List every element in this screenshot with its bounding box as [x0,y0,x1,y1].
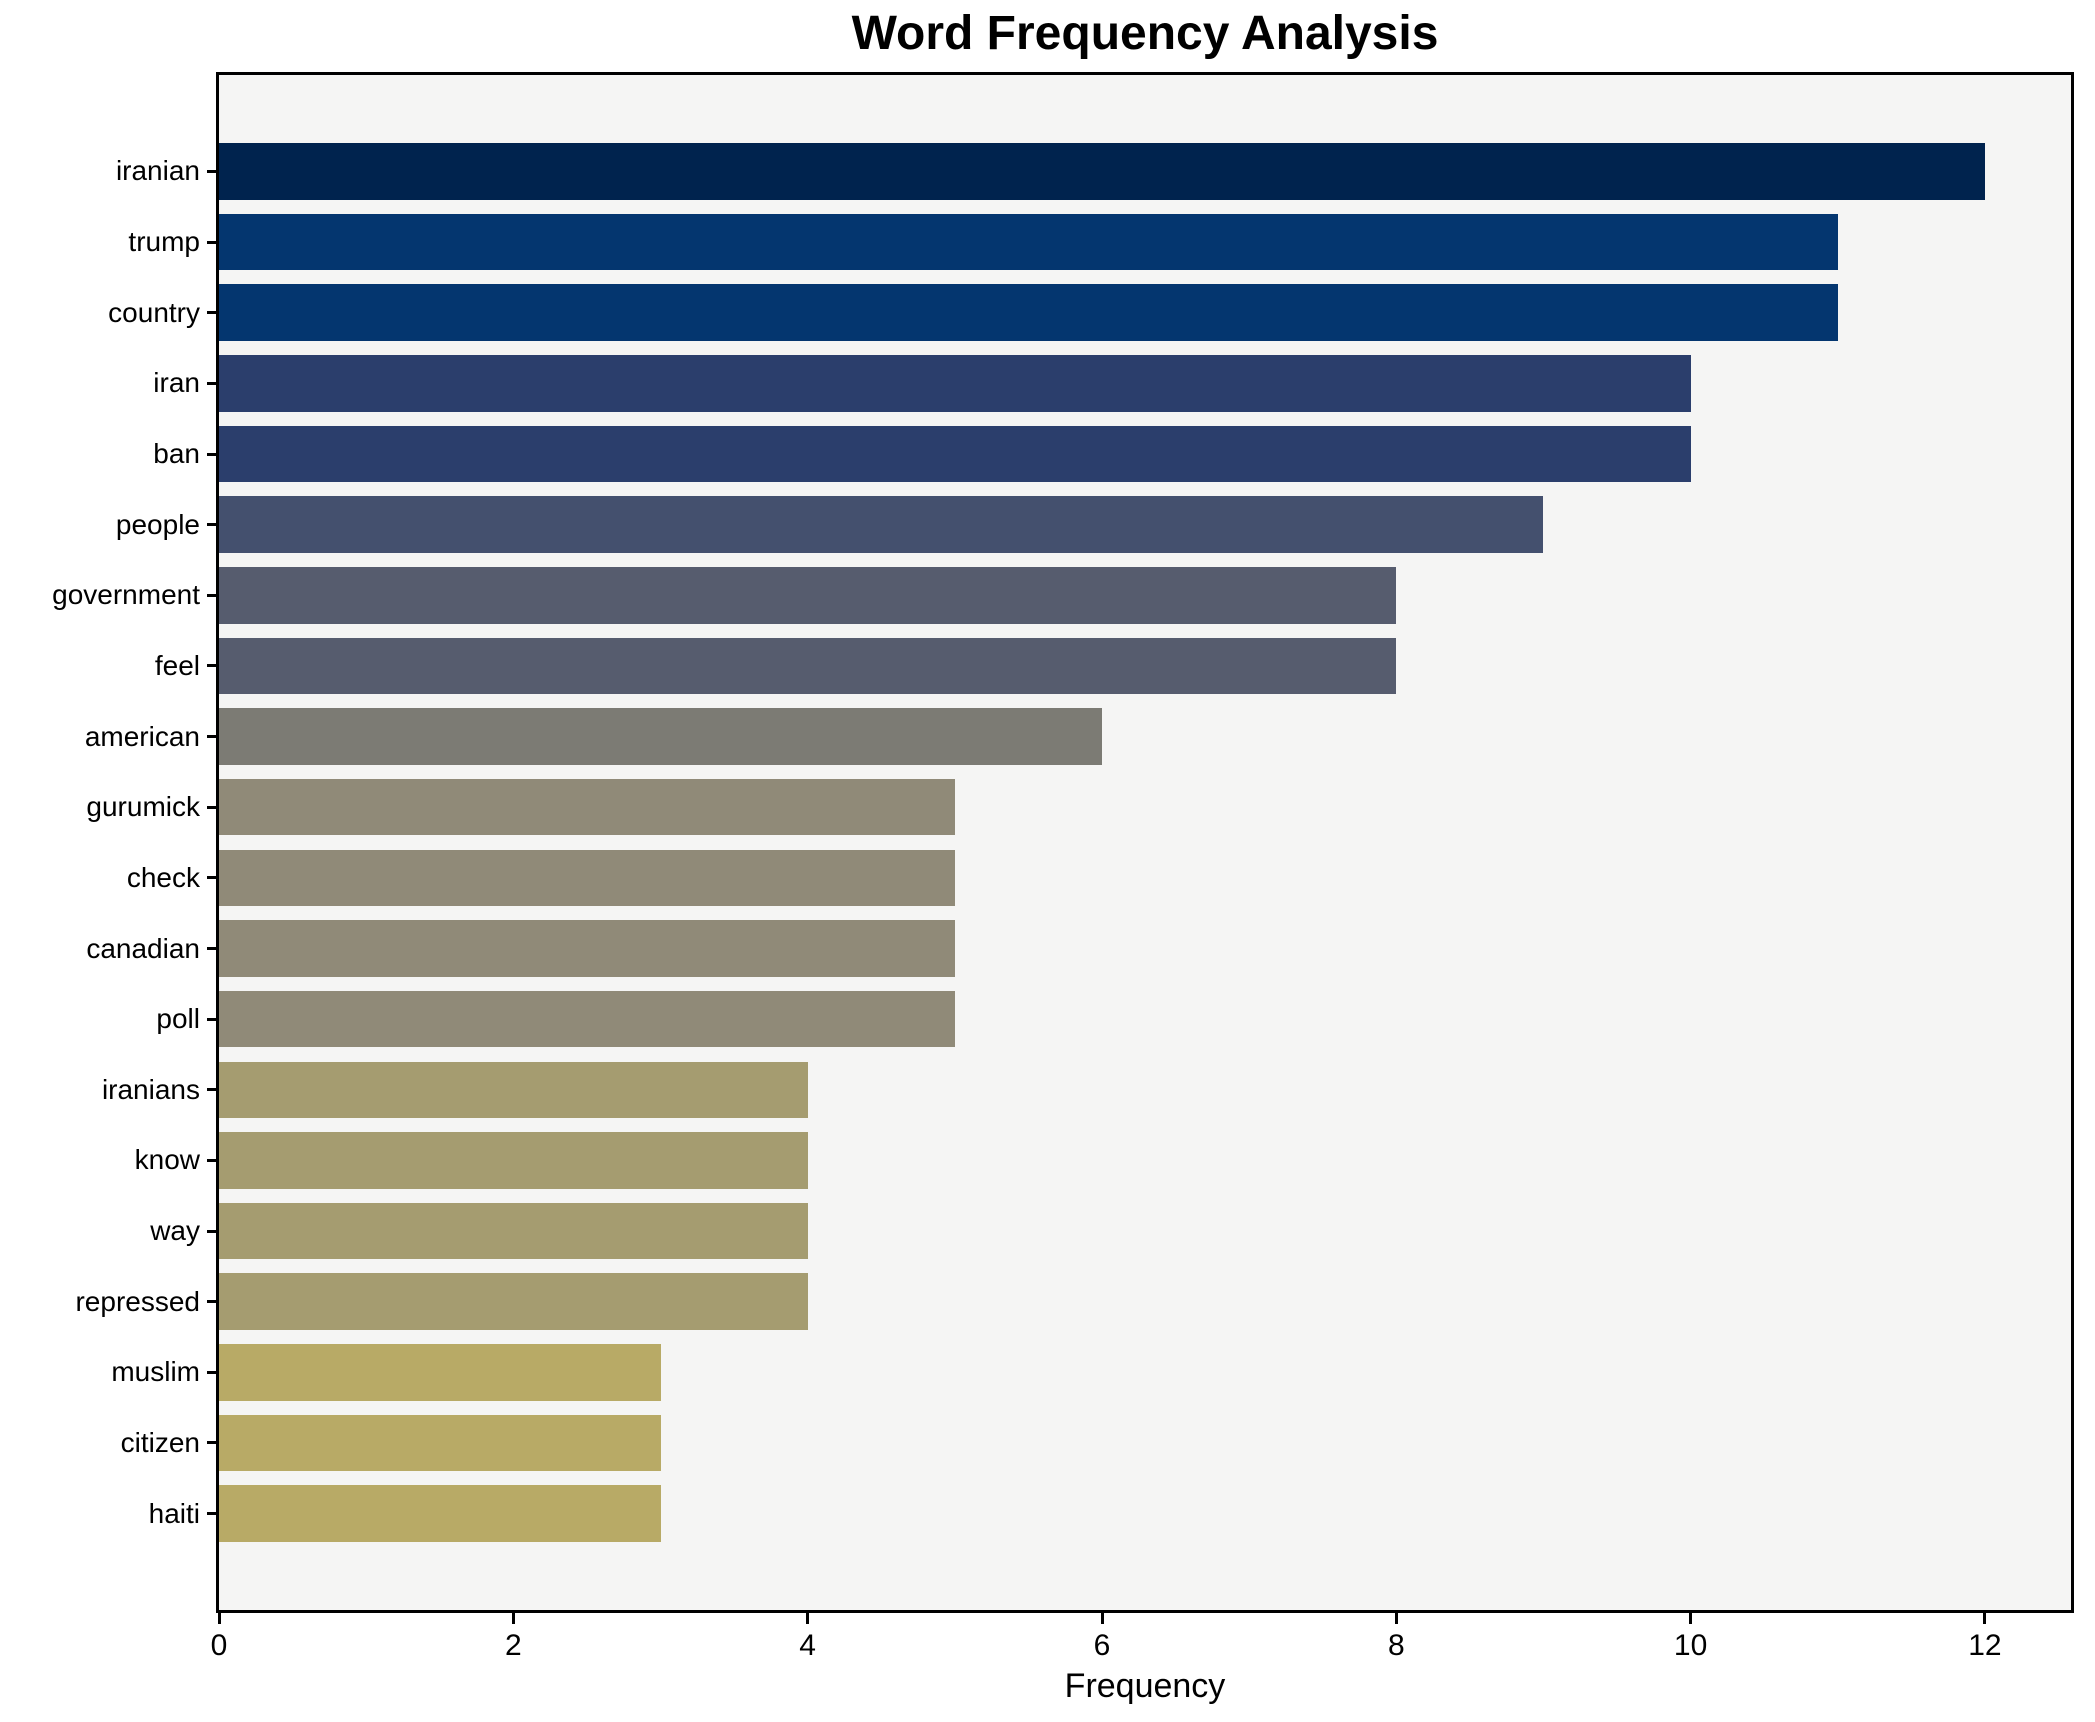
y-tick-label-citizen: citizen [120,1426,200,1458]
y-tick-mark [207,876,217,880]
bar-american [219,708,1102,765]
x-tick-label-4: 4 [799,1629,816,1662]
y-tick-label-repressed: repressed [75,1285,200,1317]
y-tick-mark [207,1088,217,1092]
x-axis-label: Frequency [1064,1667,1226,1705]
x-tick-mark [1689,1613,1693,1624]
y-tick-mark [207,735,217,738]
y-tick-label-country: country [108,296,200,328]
y-tick-label-check: check [126,861,200,893]
bar-gurumick [219,778,955,836]
y-tick-mark [207,947,217,950]
x-tick-mark [806,1613,810,1624]
y-tick-label-muslim: muslim [111,1356,200,1388]
y-tick-label-canadian: canadian [86,932,200,964]
bar-iranian [219,143,1985,200]
bar-government [219,567,1397,624]
y-tick-label-poll: poll [156,1003,200,1035]
x-tick-label-0: 0 [210,1629,228,1662]
y-tick-label-iranians: iranians [101,1073,200,1105]
x-tick-mark [511,1613,515,1624]
plot-area [216,72,2074,1613]
x-tick-label-10: 10 [1673,1629,1708,1662]
bar-ban [219,425,1691,483]
bar-way [219,1202,808,1260]
bar-poll [219,990,955,1048]
y-tick-mark [207,169,217,173]
bar-know [219,1132,808,1189]
y-tick-label-know: know [134,1144,200,1176]
y-tick-label-trump: trump [128,226,200,258]
x-tick-label-6: 6 [1093,1629,1111,1662]
bar-muslim [219,1344,661,1401]
y-tick-mark [207,311,217,315]
y-tick-label-way: way [150,1215,200,1246]
bar-feel [219,637,1397,695]
y-tick-label-iran: iran [153,367,200,399]
bar-country [219,284,1838,341]
y-tick-label-ban: ban [153,438,200,469]
bar-canadian [219,920,955,977]
x-tick-mark [217,1613,221,1624]
bar-trump [219,213,1838,271]
y-tick-label-american: american [84,720,200,752]
bar-check [219,849,955,907]
y-tick-mark [207,452,217,456]
y-tick-mark [207,381,217,385]
x-tick-label-2: 2 [504,1629,522,1662]
y-tick-mark [207,805,217,809]
x-tick-label-12: 12 [1968,1629,2002,1662]
y-tick-label-feel: feel [154,649,200,681]
bar-people [219,496,1544,553]
bar-iran [219,355,1691,412]
bar-haiti [219,1485,661,1542]
y-tick-mark [207,240,217,244]
y-tick-mark [207,1017,217,1021]
y-tick-mark [207,1158,217,1162]
y-tick-mark [207,1229,217,1233]
y-tick-label-gurumick: gurumick [86,791,200,823]
y-tick-label-government: government [52,579,200,611]
x-tick-mark [1394,1613,1398,1624]
y-tick-label-haiti: haiti [148,1497,200,1529]
y-tick-mark [207,1370,217,1374]
y-tick-mark [207,523,217,527]
y-tick-mark [207,1512,217,1516]
bar-iranians [219,1061,808,1118]
bar-repressed [219,1273,808,1330]
x-tick-mark [1100,1613,1104,1624]
y-tick-label-iranian: iranian [115,155,200,187]
y-tick-mark [207,1300,217,1304]
x-tick-label-8: 8 [1387,1629,1405,1662]
y-tick-mark [207,1441,217,1445]
y-tick-label-people: people [115,508,200,540]
x-tick-mark [1983,1613,1987,1624]
chart-title: Word Frequency Analysis [851,7,1439,60]
y-tick-mark [207,593,217,597]
bar-citizen [219,1414,661,1472]
y-tick-mark [207,664,217,668]
